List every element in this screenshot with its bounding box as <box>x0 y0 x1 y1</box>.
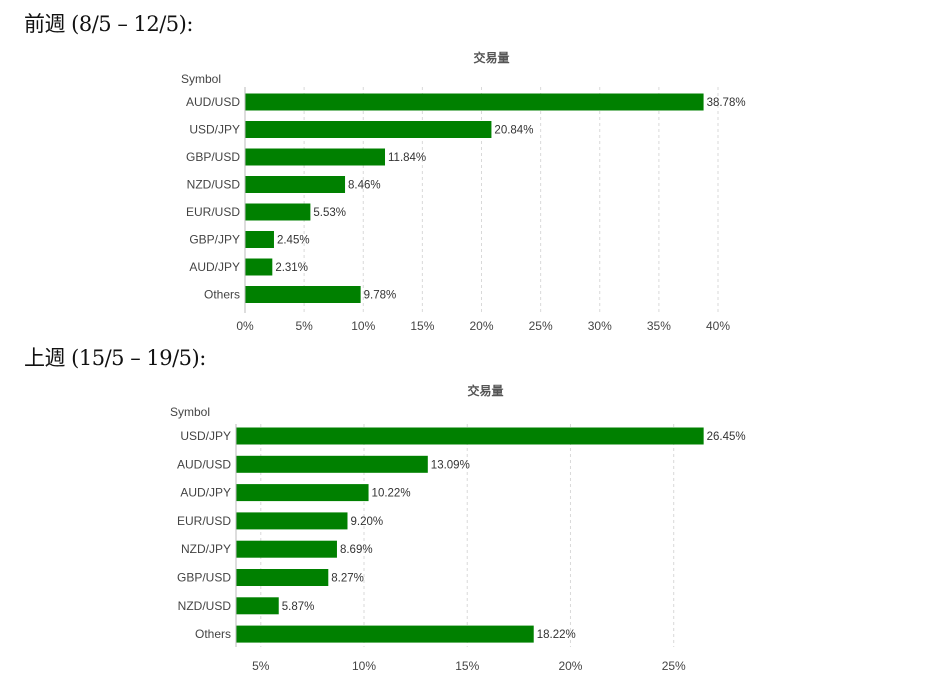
week-heading-previous: 前週 (8/5 – 12/5): <box>24 12 193 36</box>
category-label: GBP/JPY <box>189 233 240 247</box>
category-label: GBP/USD <box>186 150 240 164</box>
category-label: USD/JPY <box>180 429 231 443</box>
y-axis-label: Symbol <box>181 72 221 86</box>
data-label: 8.27% <box>331 573 364 585</box>
category-label: USD/JPY <box>189 123 240 137</box>
x-tick-label: 35% <box>647 319 671 333</box>
x-tick-label: 15% <box>410 319 434 333</box>
x-tick-label: 0% <box>236 319 254 333</box>
bar <box>245 93 704 111</box>
bar <box>236 512 348 530</box>
x-tick-label: 5% <box>252 659 270 673</box>
data-label: 2.45% <box>277 235 310 247</box>
x-tick-label: 10% <box>352 659 376 673</box>
bar <box>236 455 428 473</box>
x-tick-label: 10% <box>351 319 375 333</box>
bar <box>236 484 369 502</box>
category-label: AUD/JPY <box>189 260 240 274</box>
volume-chart-previous-week: 0% 5% 10% 15% 20% 25% 30% 35% 40% 交易量 Symbol AUD/US… <box>181 50 746 333</box>
bar <box>236 625 534 643</box>
bar <box>236 569 329 586</box>
category-label: GBP/USD <box>177 571 231 585</box>
data-label: 9.78% <box>364 290 397 302</box>
bar <box>236 540 337 558</box>
week-heading-last: 上週 (15/5 – 19/5): <box>24 346 206 370</box>
data-label: 18.22% <box>537 629 576 641</box>
chart-title: 交易量 <box>467 383 503 398</box>
x-tick-label: 25% <box>662 659 686 673</box>
data-label: 11.84% <box>388 152 426 164</box>
x-tick-label: 40% <box>706 319 730 333</box>
bar <box>236 427 704 445</box>
y-axis-label: Symbol <box>170 405 210 419</box>
bar <box>245 203 311 221</box>
bar <box>245 176 346 193</box>
data-label: 5.87% <box>282 601 315 613</box>
data-label: 2.31% <box>275 262 308 274</box>
category-label: Others <box>204 288 240 302</box>
data-label: 38.78% <box>707 97 746 109</box>
x-tick-label: 15% <box>455 659 479 673</box>
data-label: 8.46% <box>348 180 381 192</box>
bar <box>236 597 279 615</box>
category-label: AUD/USD <box>177 457 231 471</box>
data-label: 26.45% <box>707 431 746 443</box>
category-label: AUD/JPY <box>180 486 231 500</box>
data-label: 5.53% <box>313 207 346 219</box>
volume-chart-last-week: 5% 10% 15% 20% 25% 交易量 Symbol USD/JPY 26.45% AUD/… <box>170 383 746 673</box>
bar <box>245 231 274 248</box>
bar <box>245 148 386 166</box>
bar <box>245 121 492 138</box>
x-tick-label: 20% <box>469 319 493 333</box>
data-label: 10.22% <box>372 488 411 500</box>
data-label: 20.84% <box>494 125 533 137</box>
category-label: NZD/USD <box>178 599 232 613</box>
category-label: Others <box>195 627 231 641</box>
x-tick-label: 20% <box>558 659 582 673</box>
data-label: 8.69% <box>340 544 373 556</box>
category-label: NZD/JPY <box>181 542 231 556</box>
bar <box>245 286 361 303</box>
category-label: EUR/USD <box>177 514 231 528</box>
category-label: AUD/USD <box>186 95 240 109</box>
data-label: 9.20% <box>350 516 383 528</box>
x-tick-label: 25% <box>529 319 553 333</box>
data-label: 13.09% <box>431 459 470 471</box>
x-tick-label: 30% <box>588 319 612 333</box>
category-label: NZD/USD <box>187 178 241 192</box>
x-tick-label: 5% <box>295 319 313 333</box>
category-label: EUR/USD <box>186 205 240 219</box>
bar <box>245 258 273 276</box>
chart-title: 交易量 <box>473 50 509 65</box>
